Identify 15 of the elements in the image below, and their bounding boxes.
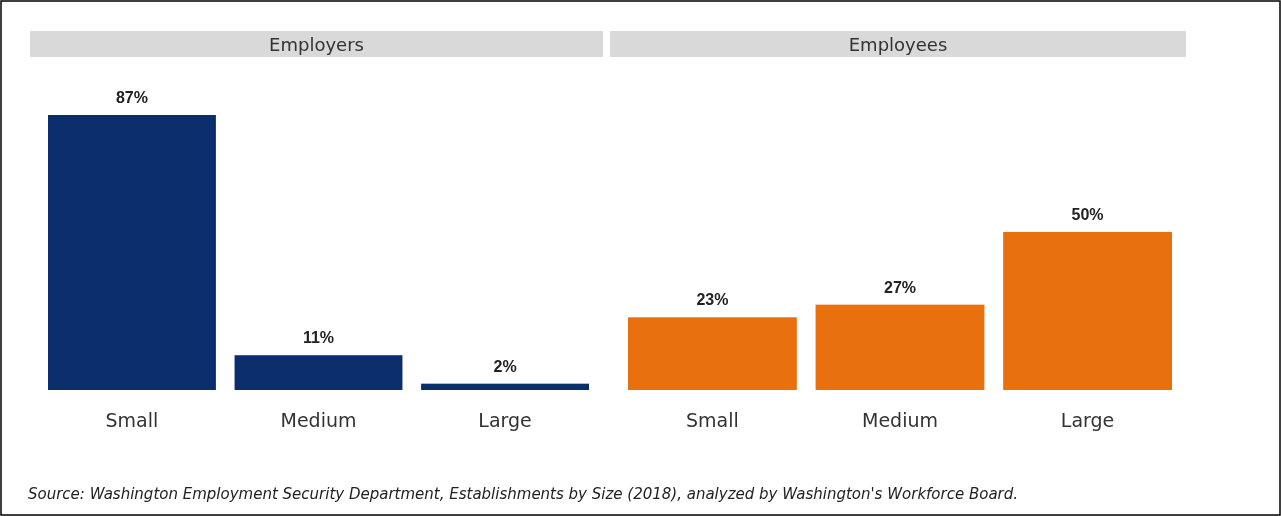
chart-title: Employers	[269, 34, 364, 55]
data-label: 87%	[115, 89, 148, 106]
x-tick-label: Large	[478, 409, 532, 431]
source-note: Source: Washington Employment Security Department, Establishments by Size (2018), analyzed by Washington's Workforce Board.	[28, 485, 1019, 503]
x-tick-label: Medium	[280, 409, 357, 431]
x-tick-label: Medium	[862, 409, 938, 431]
x-tick-label: Small	[105, 409, 159, 431]
data-label: 50%	[1071, 205, 1104, 223]
data-label: 2%	[493, 357, 517, 375]
x-tick-label: Large	[1060, 409, 1115, 431]
data-label: 11%	[302, 329, 335, 347]
x-tick-label: Small	[686, 409, 739, 431]
data-label: 23%	[696, 291, 729, 309]
chart-title: Employees	[848, 34, 948, 55]
data-label: 27%	[883, 278, 917, 296]
